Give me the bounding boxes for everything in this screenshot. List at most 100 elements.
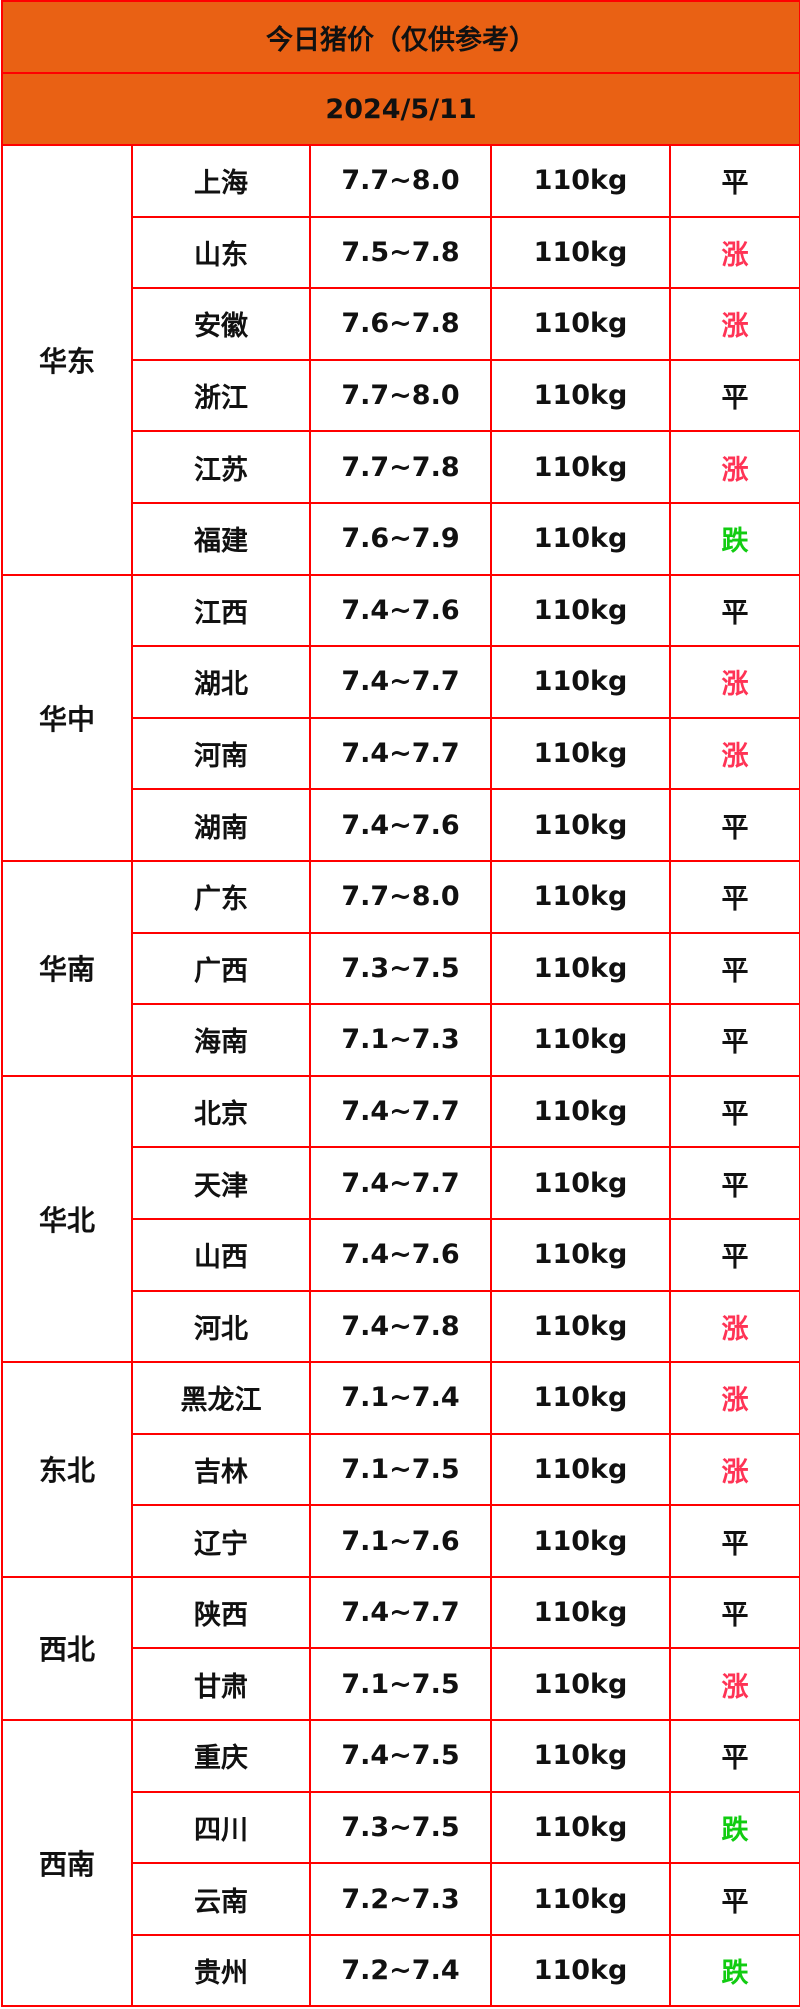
- weight-cell: 110kg: [490, 287, 671, 361]
- price-cell: 7.1~7.4: [309, 1361, 492, 1435]
- province-cell: 辽宁: [131, 1504, 311, 1578]
- region-cell: 东北: [1, 1361, 133, 1578]
- weight-cell: 110kg: [490, 501, 671, 576]
- price-cell: 7.1~7.5: [309, 1647, 492, 1722]
- weight-cell: 110kg: [490, 1361, 671, 1435]
- weight-cell: 110kg: [490, 931, 671, 1006]
- province-cell: 山东: [131, 215, 311, 290]
- province-cell: 陕西: [131, 1575, 311, 1650]
- province-cell: 广东: [131, 859, 311, 934]
- province-cell: 天津: [131, 1146, 311, 1220]
- table-row: 吉林 7.1~7.5 110kg 涨: [2, 1432, 800, 1507]
- weight-cell: 110kg: [490, 1504, 671, 1578]
- province-cell: 安徽: [131, 287, 311, 361]
- region-cell: 华中: [1, 573, 133, 862]
- trend-cell: 平: [668, 1003, 800, 1077]
- price-cell: 7.4~7.5: [309, 1719, 492, 1793]
- weight-cell: 110kg: [490, 1146, 671, 1220]
- table-row: 西南 重庆 7.4~7.5 110kg 平: [1, 1719, 800, 2008]
- province-cell: 江苏: [131, 430, 311, 504]
- table-title: 今日猪价（仅供参考）: [0, 0, 800, 74]
- price-cell: 7.4~7.7: [309, 716, 492, 791]
- province-cell: 北京: [131, 1074, 311, 1149]
- weight-cell: 110kg: [490, 1647, 671, 1722]
- weight-cell: 110kg: [490, 1933, 671, 2008]
- title-row: 今日猪价（仅供参考）: [0, 0, 800, 74]
- table-row: 河南 7.4~7.7 110kg 涨: [2, 716, 800, 791]
- weight-cell: 110kg: [490, 1862, 671, 1936]
- trend-cell: 平: [668, 1504, 800, 1578]
- price-cell: 7.3~7.5: [309, 1790, 492, 1865]
- region-cell: 华北: [1, 1074, 133, 1364]
- trend-cell: 平: [668, 931, 800, 1006]
- weight-cell: 110kg: [490, 1575, 671, 1650]
- weight-cell: 110kg: [490, 358, 671, 433]
- price-cell: 7.4~7.7: [309, 1074, 492, 1149]
- province-cell: 吉林: [131, 1432, 311, 1507]
- table-row: 广西 7.3~7.5 110kg 平: [2, 931, 800, 1006]
- price-cell: 7.1~7.6: [309, 1504, 492, 1578]
- region-cell: 西北: [1, 1575, 133, 1722]
- table-row: 贵州 7.2~7.4 110kg 跌: [2, 1933, 800, 2008]
- table-row: 甘肃 7.1~7.5 110kg 涨: [2, 1647, 800, 1722]
- weight-cell: 110kg: [490, 1217, 671, 1292]
- trend-cell: 平: [668, 1862, 800, 1936]
- trend-cell: 涨: [668, 287, 800, 361]
- table-row: 华东 上海 7.7~8.0 110kg 平: [1, 144, 800, 576]
- trend-cell: 涨: [668, 645, 800, 719]
- province-cell: 甘肃: [131, 1647, 311, 1722]
- price-cell: 7.2~7.3: [309, 1862, 492, 1936]
- table-date: 2024/5/11: [0, 72, 800, 146]
- price-cell: 7.5~7.8: [309, 215, 492, 290]
- table-row: 四川 7.3~7.5 110kg 跌: [2, 1790, 800, 1865]
- table-row: 辽宁 7.1~7.6 110kg 平: [2, 1504, 800, 1578]
- trend-cell: 跌: [668, 1933, 800, 2008]
- price-cell: 7.4~7.7: [309, 1575, 492, 1650]
- date-row: 2024/5/11: [0, 72, 800, 146]
- trend-cell: 涨: [668, 1647, 800, 1722]
- region-cell: 西南: [1, 1719, 133, 2008]
- province-cell: 广西: [131, 931, 311, 1006]
- trend-cell: 跌: [668, 501, 800, 576]
- province-cell: 福建: [131, 501, 311, 576]
- weight-cell: 110kg: [490, 573, 671, 648]
- weight-cell: 110kg: [490, 1432, 671, 1507]
- province-cell: 浙江: [131, 358, 311, 433]
- price-cell: 7.3~7.5: [309, 931, 492, 1006]
- price-cell: 7.4~7.7: [309, 645, 492, 719]
- province-cell: 湖南: [131, 788, 311, 862]
- weight-cell: 110kg: [490, 1719, 671, 1793]
- trend-cell: 平: [668, 1575, 800, 1650]
- province-cell: 河北: [131, 1289, 311, 1364]
- price-cell: 7.4~7.7: [309, 1146, 492, 1220]
- weight-cell: 110kg: [490, 215, 671, 290]
- trend-cell: 平: [668, 1146, 800, 1220]
- table-row: 安徽 7.6~7.8 110kg 涨: [2, 287, 800, 361]
- price-cell: 7.7~8.0: [309, 144, 492, 218]
- province-cell: 云南: [131, 1862, 311, 1936]
- weight-cell: 110kg: [490, 859, 671, 934]
- table-row: 福建 7.6~7.9 110kg 跌: [2, 501, 800, 576]
- weight-cell: 110kg: [490, 645, 671, 719]
- province-cell: 湖北: [131, 645, 311, 719]
- province-cell: 上海: [131, 144, 311, 218]
- province-cell: 黑龙江: [131, 1361, 311, 1435]
- weight-cell: 110kg: [490, 1003, 671, 1077]
- trend-cell: 平: [668, 144, 800, 218]
- table-row: 山东 7.5~7.8 110kg 涨: [2, 215, 800, 290]
- weight-cell: 110kg: [490, 1289, 671, 1364]
- price-cell: 7.4~7.6: [309, 788, 492, 862]
- price-cell: 7.1~7.3: [309, 1003, 492, 1077]
- price-cell: 7.4~7.6: [309, 1217, 492, 1292]
- table-row: 山西 7.4~7.6 110kg 平: [2, 1217, 800, 1292]
- province-cell: 贵州: [131, 1933, 311, 2008]
- trend-cell: 平: [668, 788, 800, 862]
- table-row: 东北 黑龙江 7.1~7.4 110kg 涨: [1, 1361, 800, 1578]
- province-cell: 海南: [131, 1003, 311, 1077]
- price-cell: 7.4~7.6: [309, 573, 492, 648]
- province-cell: 四川: [131, 1790, 311, 1865]
- price-cell: 7.7~8.0: [309, 859, 492, 934]
- price-cell: 7.1~7.5: [309, 1432, 492, 1507]
- table-row: 湖南 7.4~7.6 110kg 平: [2, 788, 800, 862]
